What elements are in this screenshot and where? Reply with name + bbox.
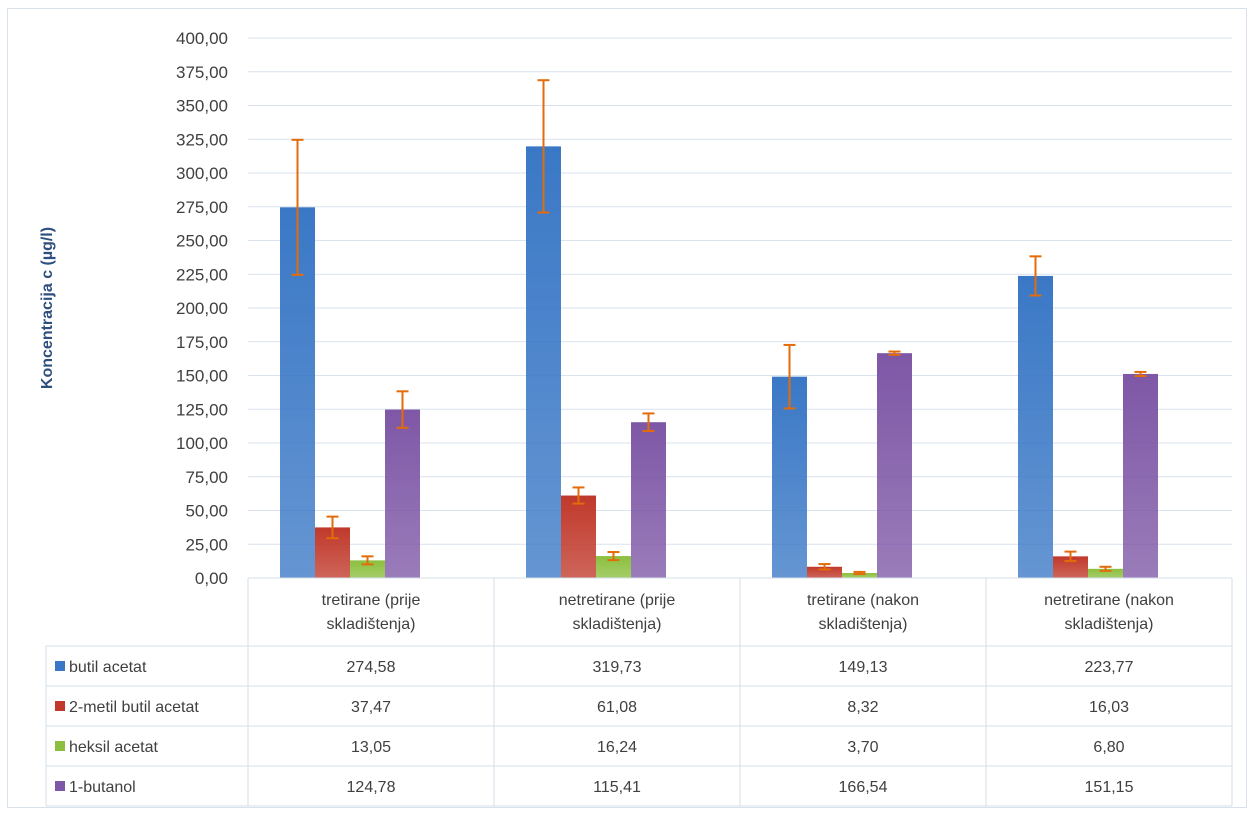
legend-swatch: [55, 781, 65, 791]
legend-label: butil acetat: [69, 659, 147, 676]
y-axis-label: Koncentracija c (µg/l): [39, 227, 56, 389]
data-label: 13,05: [351, 739, 391, 756]
legend-swatch: [55, 741, 65, 751]
bar: [631, 422, 666, 578]
bar: [385, 409, 420, 578]
y-tick-label: 0,00: [195, 569, 228, 588]
data-label: 223,77: [1085, 659, 1134, 676]
legend-swatch: [55, 701, 65, 711]
y-tick-label: 25,00: [185, 535, 228, 554]
y-tick-label: 175,00: [176, 333, 228, 352]
data-label: 319,73: [593, 659, 642, 676]
y-tick-label: 225,00: [176, 265, 228, 284]
data-label: 149,13: [839, 659, 888, 676]
bar: [1123, 373, 1158, 578]
y-tick-label: 50,00: [185, 502, 228, 521]
data-label: 16,03: [1089, 699, 1129, 716]
bar: [1053, 556, 1088, 578]
y-tick-label: 375,00: [176, 63, 228, 82]
bar: [807, 566, 842, 578]
category-label: tretirane (nakon: [807, 592, 919, 609]
category-label: skladištenja): [327, 616, 416, 633]
data-label: 16,24: [597, 739, 637, 756]
category-label: skladištenja): [573, 616, 662, 633]
legend-label: 2-metil butil acetat: [69, 699, 199, 716]
bar: [596, 556, 631, 578]
category-label: netretirane (prije: [559, 592, 676, 609]
legend-swatch: [55, 661, 65, 671]
category-label: netretirane (nakon: [1044, 592, 1174, 609]
data-label: 115,41: [593, 779, 641, 796]
y-tick-label: 75,00: [185, 468, 228, 487]
y-tick-label: 200,00: [176, 299, 228, 318]
y-tick-label: 350,00: [176, 97, 228, 116]
y-tick-label: 150,00: [176, 367, 228, 386]
y-tick-label: 325,00: [176, 130, 228, 149]
bar: [772, 376, 807, 578]
data-label: 37,47: [351, 699, 391, 716]
data-label: 274,58: [347, 659, 396, 676]
y-tick-label: 100,00: [176, 434, 228, 453]
bar: [561, 495, 596, 578]
bar: [1018, 275, 1053, 578]
bar: [842, 573, 877, 578]
category-label: skladištenja): [1065, 616, 1154, 633]
y-tick-label: 125,00: [176, 400, 228, 419]
data-label: 166,54: [839, 779, 888, 796]
y-tick-label: 400,00: [176, 29, 228, 48]
bar: [877, 353, 912, 578]
data-label: 151,15: [1085, 779, 1134, 796]
chart-frame: [7, 8, 1247, 808]
bar: [1088, 568, 1123, 578]
data-label: 124,78: [347, 779, 396, 796]
y-axis: 0,00 25,00 50,00 75,00 100,00 125,00 150,00 175…: [176, 29, 228, 588]
y-tick-label: 275,00: [176, 198, 228, 217]
data-table: tretirane (prije skladištenja) netretirane…: [45, 577, 1233, 807]
data-label: 8,32: [847, 699, 878, 716]
y-tick-label: 300,00: [176, 164, 228, 183]
bar: [526, 146, 561, 578]
gridlines: [248, 37, 1232, 579]
category-label: skladištenja): [819, 616, 908, 633]
error-bars: [291, 79, 1147, 576]
data-label: 61,08: [597, 699, 637, 716]
legend-label: 1-butanol: [69, 779, 136, 796]
category-label: tretirane (prije: [322, 592, 421, 609]
y-tick-label: 250,00: [176, 232, 228, 251]
legend-label: heksil acetat: [69, 739, 158, 756]
data-label: 3,70: [847, 739, 878, 756]
bars: [280, 146, 1158, 578]
bar: [350, 560, 385, 578]
data-label: 6,80: [1093, 739, 1124, 756]
